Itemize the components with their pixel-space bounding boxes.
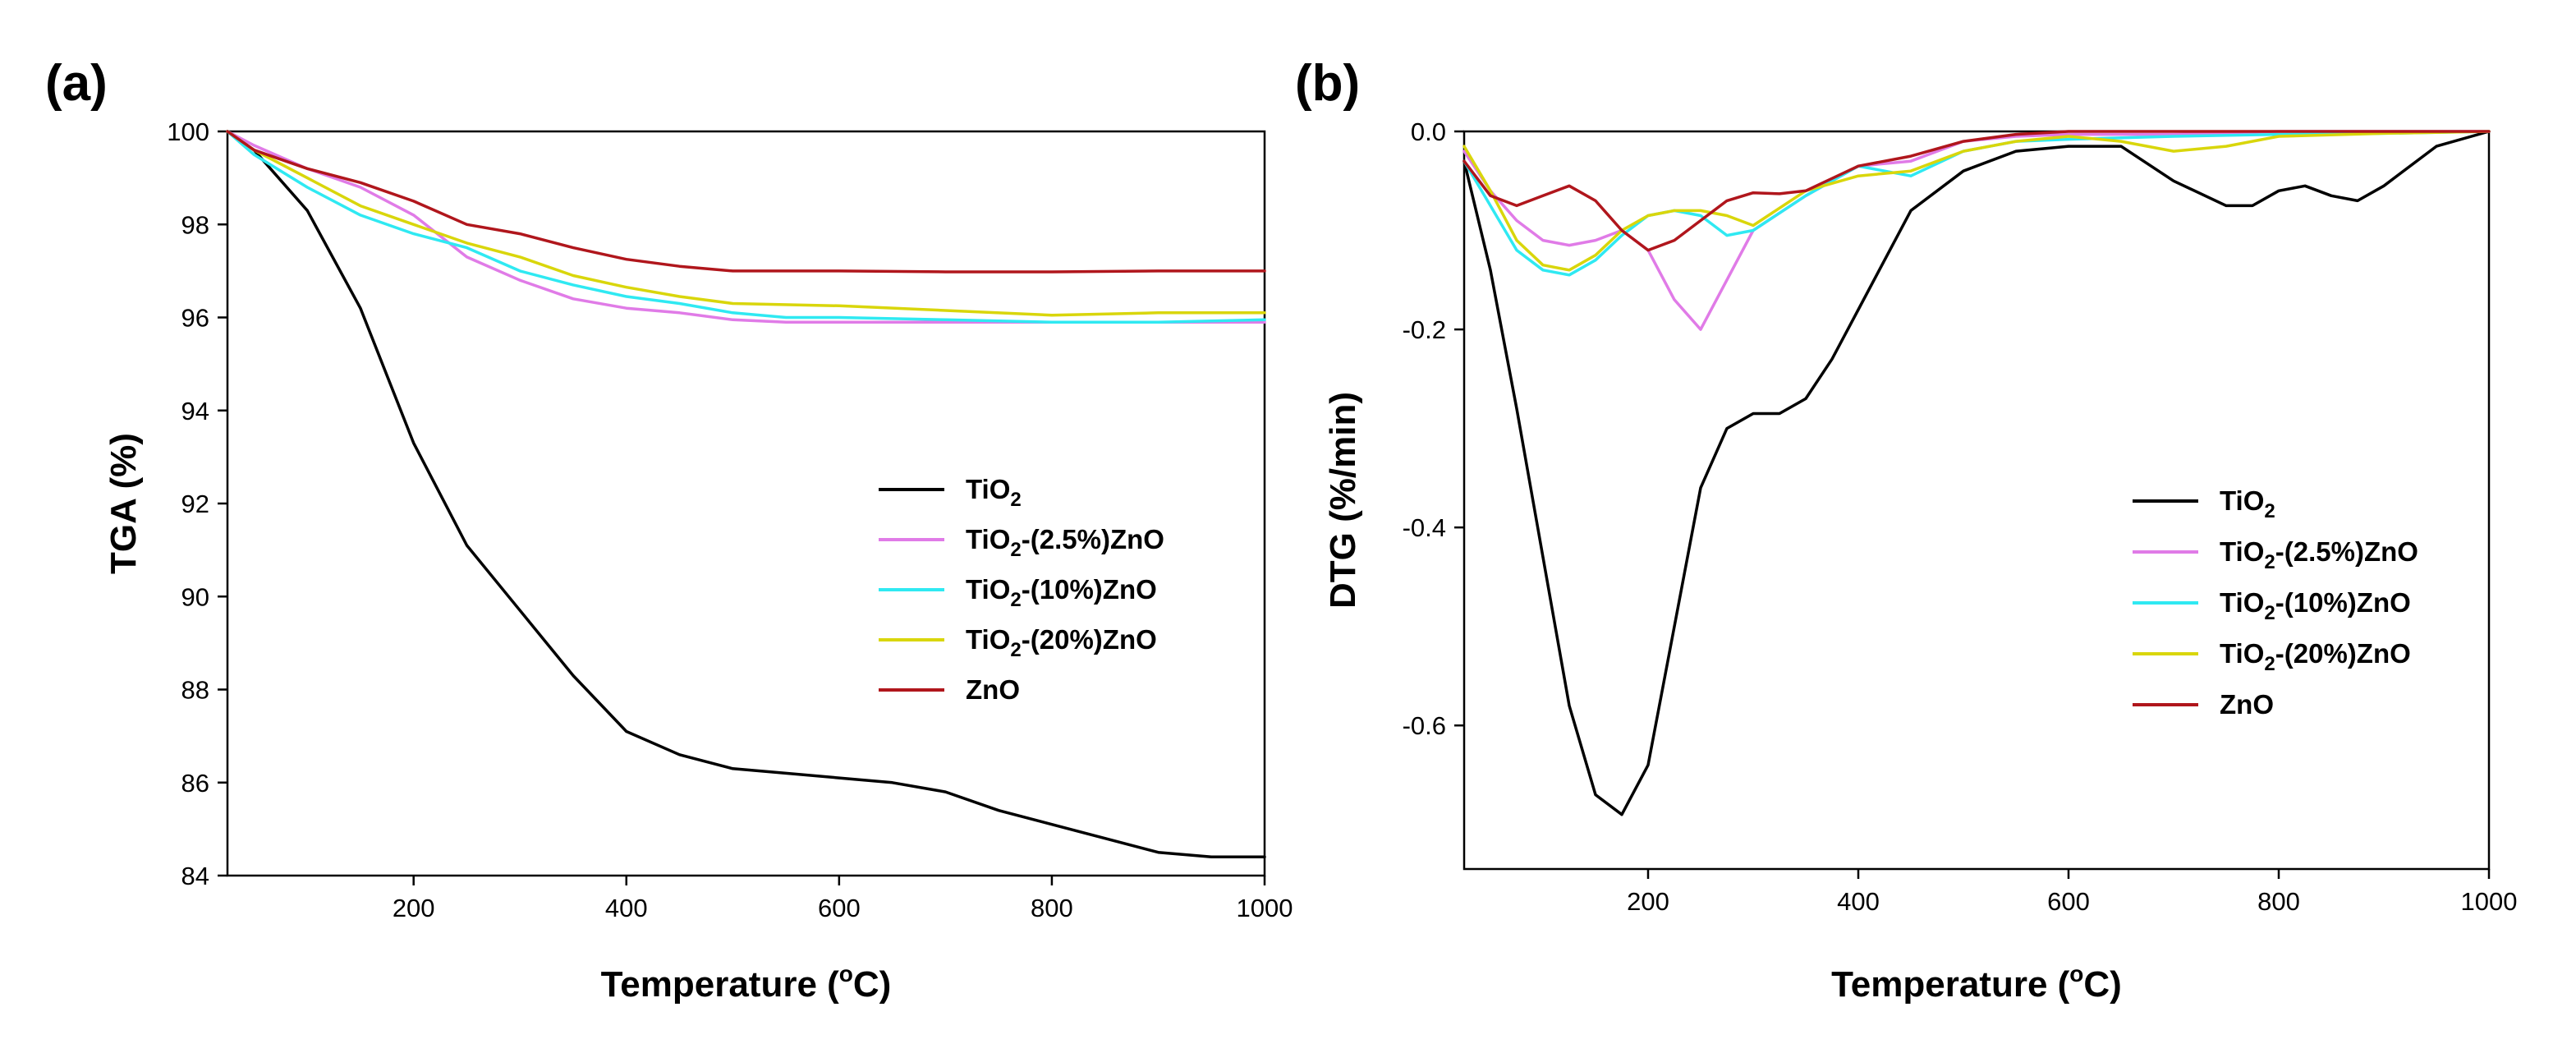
y-tick-label: 0.0 <box>1411 117 1446 146</box>
legend-label: TiO2-(20%)ZnO <box>2220 638 2411 675</box>
plot-frame <box>226 130 1266 877</box>
y-tick-label: 84 <box>181 862 209 890</box>
legend-label: TiO2-(2.5%)ZnO <box>966 524 1164 561</box>
legend: TiO2 TiO2-(2.5%)ZnO TiO2-(10%)ZnO TiO2-(20%… <box>879 474 1164 705</box>
y-axis-title: TGA (%) <box>103 433 144 574</box>
plot-frame <box>1462 130 2491 871</box>
x-tick-label: 800 <box>1031 894 1073 922</box>
x-axis-title: Temperature (oC) <box>1831 961 2122 1005</box>
legend-label: TiO2-(20%)ZnO <box>966 624 1157 661</box>
legend-label: ZnO <box>2220 689 2274 720</box>
y-tick-label: -0.2 <box>1403 315 1446 344</box>
y-tick-label: 94 <box>181 397 209 425</box>
x-tick-label: 1000 <box>2461 887 2518 916</box>
x-axis-title: Temperature (oC) <box>601 961 892 1005</box>
x-tick-label: 600 <box>2047 887 2090 916</box>
series-line-zno <box>226 130 1266 274</box>
chart-panel-a: (a) 200 400 600 800 1000 84 86 88 90 92 94 96 98 100 Te… <box>45 55 1293 1005</box>
x-tick-label: 200 <box>393 894 435 922</box>
series-line-zno <box>1462 130 2491 252</box>
series-line-tio2-20-zno <box>226 130 1266 317</box>
x-tick-label: 1000 <box>1237 894 1293 922</box>
y-tick-label: 98 <box>181 210 209 239</box>
series-line-tio2-2-5-zno <box>226 130 1266 324</box>
series-line-tio2-10-zno <box>226 130 1266 324</box>
x-tick-label: 400 <box>1837 887 1880 916</box>
y-tick-label: -0.4 <box>1403 513 1446 542</box>
legend-label: ZnO <box>966 674 1020 705</box>
y-tick-label: 100 <box>167 117 209 146</box>
y-tick-label: 86 <box>181 769 209 798</box>
panel-label: (b) <box>1295 55 1360 112</box>
y-tick-label: 88 <box>181 676 209 705</box>
series-line-tio2 <box>226 130 1266 859</box>
chart-panel-b: (b) 200 400 600 800 1000 -0.6 -0.4 -0.2 0.0 Temper… <box>1295 55 2517 1005</box>
x-tick-label: 800 <box>2257 887 2300 916</box>
x-tick-label: 400 <box>605 894 648 922</box>
y-tick-label: -0.6 <box>1403 711 1446 740</box>
series-line-tio2-10-zno <box>1462 130 2491 277</box>
series-line-tio2 <box>1462 130 2491 816</box>
legend-label: TiO2-(10%)ZnO <box>2220 587 2411 624</box>
legend-label: TiO2 <box>2220 485 2275 522</box>
x-tick-label: 200 <box>1627 887 1669 916</box>
series-line-tio2-20-zno <box>1462 130 2491 272</box>
y-axis-title: DTG (%/min) <box>1323 392 1363 609</box>
y-tick-label: 92 <box>181 490 209 518</box>
y-tick-label: 90 <box>181 582 209 611</box>
y-tick-label: 96 <box>181 304 209 333</box>
legend-label: TiO2 <box>966 474 1022 511</box>
legend-label: TiO2-(10%)ZnO <box>966 574 1157 611</box>
series-line-tio2-2-5-zno <box>1462 130 2491 331</box>
panel-label: (a) <box>45 55 108 112</box>
legend: TiO2 TiO2-(2.5%)ZnO TiO2-(10%)ZnO TiO2-(20%… <box>2133 485 2418 720</box>
legend-label: TiO2-(2.5%)ZnO <box>2220 536 2418 573</box>
x-tick-label: 600 <box>818 894 861 922</box>
